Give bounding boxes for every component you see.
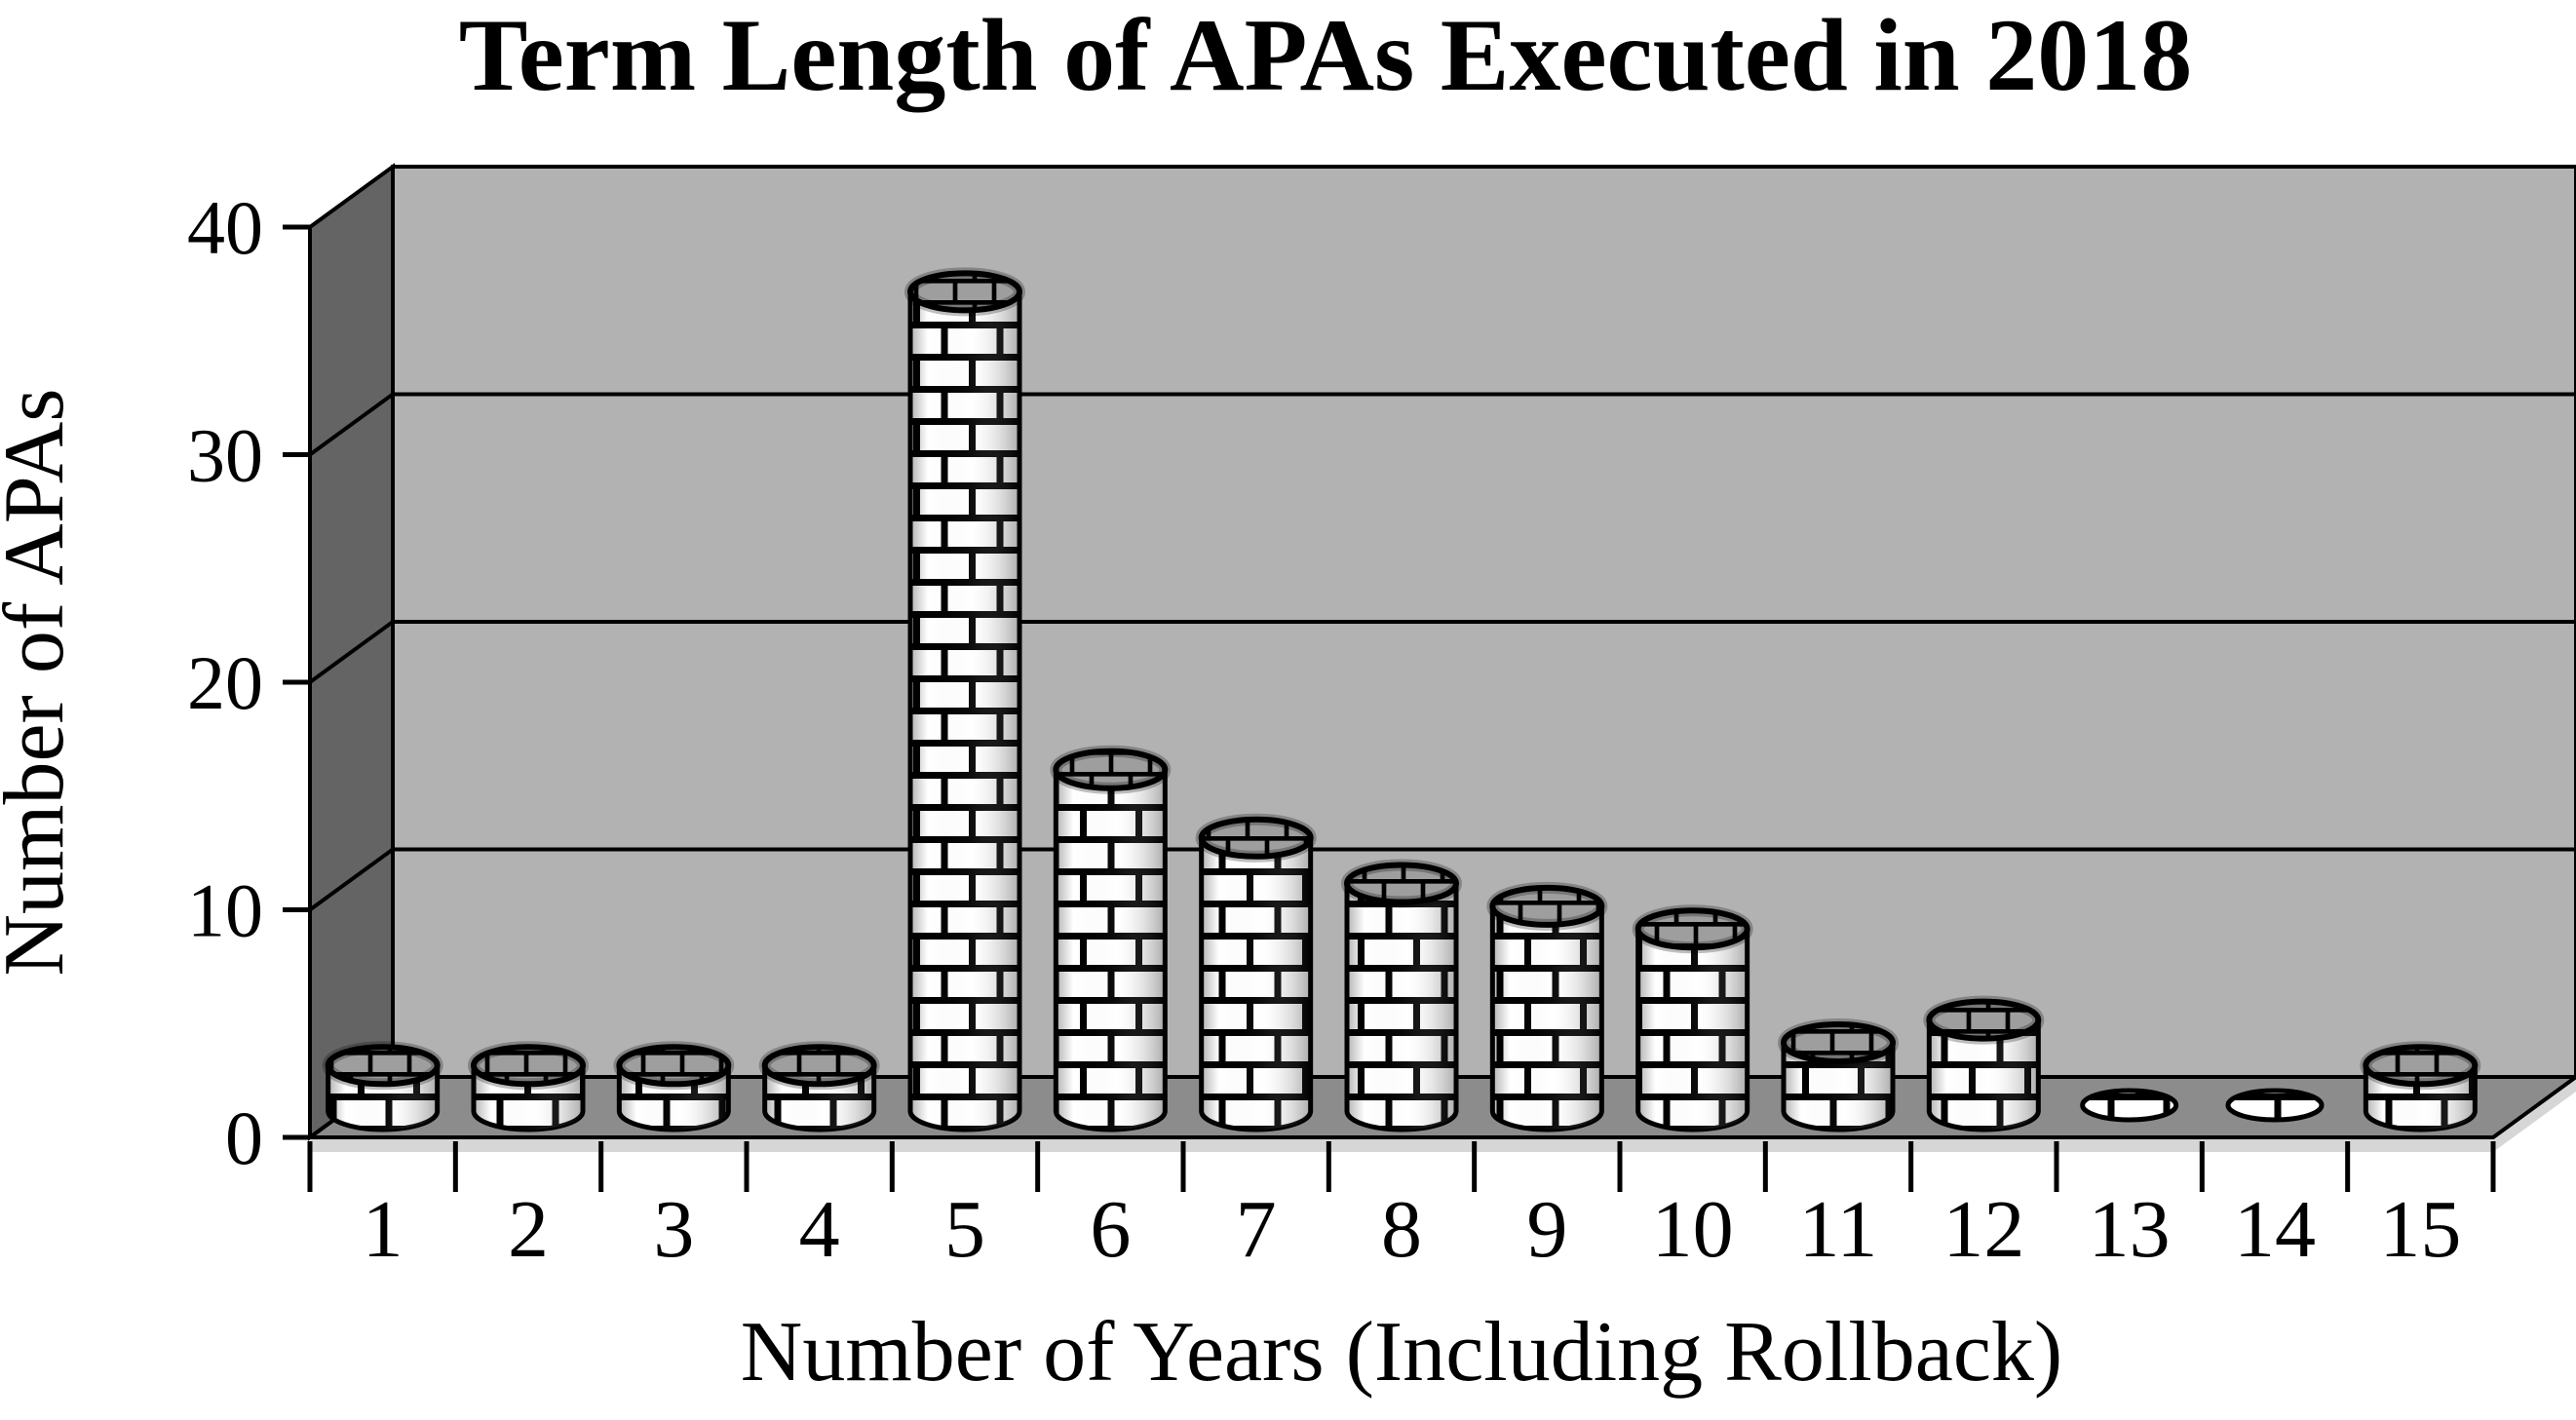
bar-year-12 [1923, 995, 2045, 1132]
bar-year-6 [1050, 745, 1172, 1132]
bar-year-7 [1195, 813, 1317, 1132]
y-tick-label: 30 [187, 413, 263, 498]
bar-year-15 [2360, 1041, 2481, 1132]
y-axis-title: Number of APAs [0, 388, 82, 976]
x-axis-title: Number of Years (Including Rollback) [741, 1305, 2062, 1400]
x-tick-label: 12 [1942, 1184, 2024, 1275]
gridline-sidewall [308, 392, 395, 457]
bar-year-13 [2080, 1088, 2179, 1123]
x-tick-label: 11 [1799, 1184, 1878, 1275]
floor-front-face [310, 1137, 2493, 1152]
bar-year-1 [322, 1041, 443, 1132]
bar-year-5 [904, 267, 1025, 1132]
gridline-sidewall [308, 847, 395, 912]
y-tick-label: 40 [187, 185, 263, 270]
bar-year-3 [613, 1041, 735, 1132]
x-tick-label: 1 [363, 1184, 404, 1275]
x-tick-label: 3 [653, 1184, 694, 1275]
y-tick-label: 0 [225, 1095, 263, 1180]
x-tick-label: 8 [1381, 1184, 1422, 1275]
x-tick-label: 6 [1090, 1184, 1131, 1275]
bar-year-9 [1486, 881, 1608, 1132]
bar-year-11 [1778, 1017, 1899, 1132]
bar-year-10 [1632, 904, 1753, 1132]
bar-year-8 [1341, 859, 1462, 1132]
chart-title: Term Length of APAs Executed in 2018 [459, 0, 2192, 112]
gridline-sidewall [308, 620, 395, 684]
bar-year-2 [468, 1041, 589, 1132]
floor-right-face [2493, 1077, 2576, 1152]
bar-year-4 [758, 1041, 880, 1132]
x-tick-label: 2 [508, 1184, 549, 1275]
x-tick-label: 7 [1236, 1184, 1277, 1275]
x-tick-label: 13 [2089, 1184, 2171, 1275]
y-tick-label: 20 [187, 640, 263, 725]
x-tick-label: 10 [1652, 1184, 1734, 1275]
y-tick-label: 10 [187, 868, 263, 953]
x-tick-label: 4 [799, 1184, 840, 1275]
x-tick-label: 15 [2379, 1184, 2461, 1275]
x-tick-label: 9 [1526, 1184, 1567, 1275]
x-tick-label: 14 [2234, 1184, 2316, 1275]
x-tick-label: 5 [944, 1184, 985, 1275]
bar-year-14 [2225, 1088, 2325, 1123]
